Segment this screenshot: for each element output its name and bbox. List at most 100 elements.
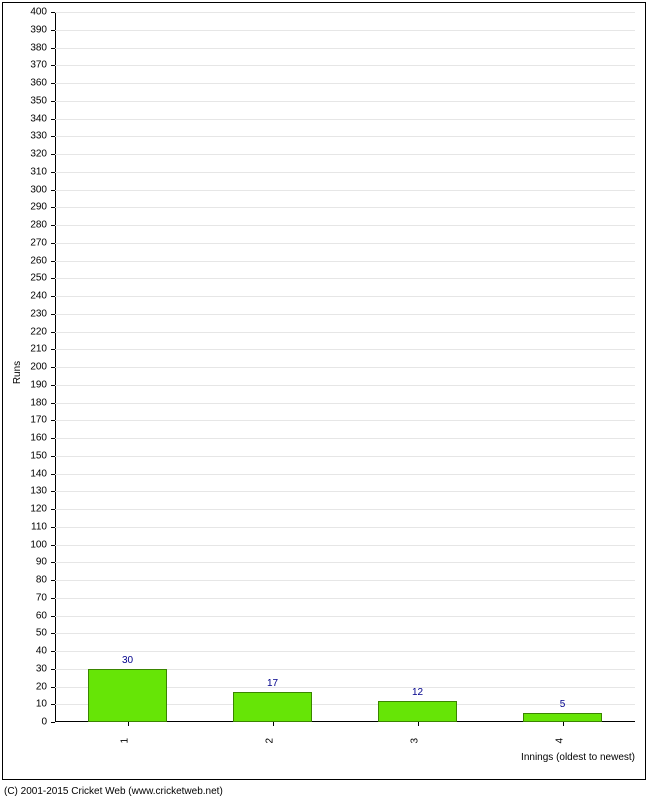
y-tick-label: 80 xyxy=(0,575,47,586)
y-tick-label: 260 xyxy=(0,255,47,266)
y-tick xyxy=(51,527,55,528)
x-tick-label: 3 xyxy=(409,738,420,744)
bar-value-label: 12 xyxy=(412,687,423,698)
y-tick-label: 240 xyxy=(0,291,47,302)
y-tick xyxy=(51,456,55,457)
y-tick-label: 310 xyxy=(0,166,47,177)
y-tick xyxy=(51,385,55,386)
y-tick xyxy=(51,669,55,670)
y-tick-label: 270 xyxy=(0,237,47,248)
y-tick xyxy=(51,225,55,226)
bar-value-label: 30 xyxy=(122,655,133,666)
gridline xyxy=(55,172,635,173)
bar xyxy=(523,713,603,722)
gridline xyxy=(55,438,635,439)
bar xyxy=(378,701,458,722)
y-tick xyxy=(51,243,55,244)
gridline xyxy=(55,420,635,421)
gridline xyxy=(55,296,635,297)
y-tick-label: 280 xyxy=(0,220,47,231)
gridline xyxy=(55,545,635,546)
y-tick xyxy=(51,580,55,581)
y-tick-label: 50 xyxy=(0,628,47,639)
y-tick-label: 170 xyxy=(0,415,47,426)
gridline xyxy=(55,491,635,492)
y-tick-label: 20 xyxy=(0,681,47,692)
gridline xyxy=(55,101,635,102)
gridline xyxy=(55,190,635,191)
y-tick xyxy=(51,722,55,723)
y-tick xyxy=(51,296,55,297)
y-tick xyxy=(51,704,55,705)
copyright-text: (C) 2001-2015 Cricket Web (www.cricketwe… xyxy=(4,786,223,797)
bar xyxy=(88,669,168,722)
x-tick-label: 1 xyxy=(119,738,130,744)
y-tick xyxy=(51,119,55,120)
y-tick xyxy=(51,509,55,510)
y-tick-label: 60 xyxy=(0,610,47,621)
x-axis-title: Innings (oldest to newest) xyxy=(521,752,635,763)
y-tick xyxy=(51,12,55,13)
y-tick-label: 340 xyxy=(0,113,47,124)
gridline xyxy=(55,598,635,599)
y-tick-label: 110 xyxy=(0,521,47,532)
y-tick xyxy=(51,545,55,546)
gridline xyxy=(55,225,635,226)
gridline xyxy=(55,243,635,244)
y-tick-label: 290 xyxy=(0,202,47,213)
y-tick xyxy=(51,172,55,173)
y-tick-label: 400 xyxy=(0,7,47,18)
gridline xyxy=(55,65,635,66)
y-tick xyxy=(51,367,55,368)
gridline xyxy=(55,154,635,155)
y-tick-label: 10 xyxy=(0,699,47,710)
gridline xyxy=(55,527,635,528)
y-tick-label: 100 xyxy=(0,539,47,550)
gridline xyxy=(55,509,635,510)
gridline xyxy=(55,119,635,120)
y-tick-label: 230 xyxy=(0,308,47,319)
y-tick xyxy=(51,687,55,688)
y-tick-label: 390 xyxy=(0,24,47,35)
y-tick-label: 70 xyxy=(0,592,47,603)
gridline xyxy=(55,136,635,137)
y-tick-label: 180 xyxy=(0,397,47,408)
y-tick-label: 250 xyxy=(0,273,47,284)
y-tick xyxy=(51,474,55,475)
gridline xyxy=(55,651,635,652)
y-tick xyxy=(51,314,55,315)
y-tick-label: 210 xyxy=(0,344,47,355)
y-tick xyxy=(51,48,55,49)
y-tick xyxy=(51,633,55,634)
y-tick-label: 130 xyxy=(0,486,47,497)
gridline xyxy=(55,332,635,333)
gridline xyxy=(55,367,635,368)
y-tick xyxy=(51,562,55,563)
y-tick xyxy=(51,278,55,279)
y-tick xyxy=(51,101,55,102)
y-tick xyxy=(51,616,55,617)
y-tick xyxy=(51,83,55,84)
gridline xyxy=(55,349,635,350)
y-tick xyxy=(51,332,55,333)
y-tick xyxy=(51,207,55,208)
y-tick-label: 190 xyxy=(0,379,47,390)
gridline xyxy=(55,562,635,563)
y-tick-label: 320 xyxy=(0,149,47,160)
gridline xyxy=(55,30,635,31)
y-tick-label: 330 xyxy=(0,131,47,142)
y-tick xyxy=(51,154,55,155)
bar xyxy=(233,692,313,722)
y-tick-label: 90 xyxy=(0,557,47,568)
gridline xyxy=(55,403,635,404)
x-tick-label: 4 xyxy=(554,738,565,744)
y-tick-label: 220 xyxy=(0,326,47,337)
y-tick-label: 120 xyxy=(0,504,47,515)
gridline xyxy=(55,278,635,279)
gridline xyxy=(55,83,635,84)
gridline xyxy=(55,474,635,475)
x-tick-label: 2 xyxy=(264,738,275,744)
y-tick-label: 150 xyxy=(0,450,47,461)
y-tick xyxy=(51,598,55,599)
x-tick xyxy=(563,722,564,726)
